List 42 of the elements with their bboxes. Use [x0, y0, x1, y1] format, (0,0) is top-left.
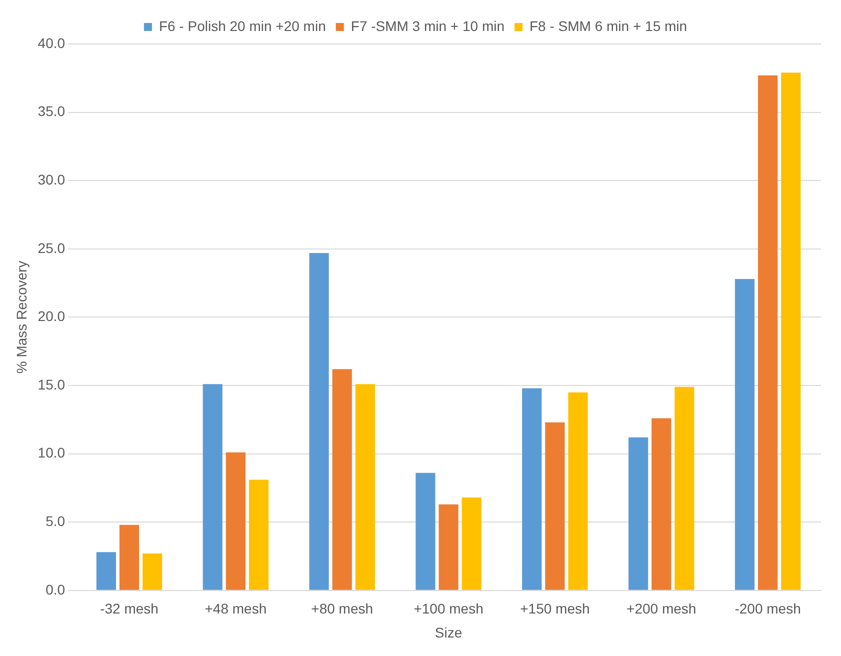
- bar: [568, 392, 588, 590]
- x-tick-label: +48 mesh: [204, 600, 267, 617]
- y-tick-label: 20.0: [38, 308, 66, 324]
- bar: [332, 369, 352, 590]
- legend-label: F7 -SMM 3 min + 10 min: [350, 18, 505, 34]
- y-tick-label: 40.0: [38, 34, 66, 51]
- y-axis-title: % Mass Recovery: [13, 260, 30, 374]
- x-tick-label: +200 mesh: [626, 600, 696, 617]
- y-tick-label: 30.0: [38, 171, 66, 188]
- x-axis-title: Size: [434, 624, 462, 640]
- bar: [628, 437, 648, 590]
- bar: [248, 480, 269, 590]
- y-tick-label: 10.0: [38, 444, 66, 461]
- bar: [462, 498, 482, 590]
- y-tick-label: 35.0: [38, 103, 66, 120]
- bar: [545, 422, 565, 590]
- y-tick-label: 5.0: [46, 512, 66, 529]
- y-tick-label: 0.0: [46, 581, 66, 598]
- legend-label: F6 - Polish 20 min +20 min: [158, 18, 326, 34]
- x-tick-label: -200 mesh: [734, 600, 801, 617]
- bar: [355, 384, 375, 590]
- x-tick-label: +150 mesh: [520, 600, 590, 617]
- x-tick-label: +100 mesh: [414, 600, 484, 617]
- bar: [309, 253, 329, 590]
- bar: [522, 388, 542, 590]
- bar: [202, 384, 222, 590]
- bar: [758, 75, 778, 590]
- bar: [96, 552, 116, 590]
- bar: [652, 418, 672, 590]
- bar: [119, 524, 140, 590]
- bar: [438, 504, 458, 590]
- bar: [226, 452, 246, 590]
- bar: [416, 472, 436, 590]
- bar: [734, 278, 755, 590]
- y-tick-label: 15.0: [38, 376, 66, 392]
- bar: [781, 72, 801, 590]
- bar: [674, 386, 694, 590]
- x-tick-label: -32 mesh: [100, 600, 158, 617]
- x-tick-label: +80 mesh: [311, 600, 374, 617]
- bar: [142, 554, 162, 590]
- legend-label: F8 - SMM 6 min + 15 min: [530, 18, 688, 34]
- y-tick-label: 25.0: [38, 240, 66, 256]
